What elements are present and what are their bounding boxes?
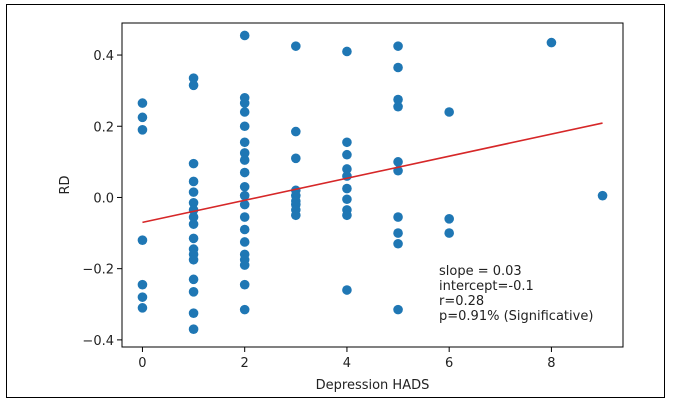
data-point <box>239 279 250 290</box>
data-point <box>137 235 148 245</box>
regression-line <box>142 122 603 224</box>
data-point <box>393 228 403 238</box>
data-point <box>137 125 148 135</box>
data-point <box>239 98 250 108</box>
data-point <box>239 155 250 165</box>
x-tick-label: 6 <box>445 356 453 371</box>
data-point <box>342 137 352 148</box>
x-tick-label: 4 <box>343 356 351 371</box>
data-point <box>291 210 301 221</box>
data-point <box>393 62 403 73</box>
y-tick-label: 0.2 <box>93 120 114 135</box>
data-point <box>137 279 148 290</box>
data-point <box>239 199 250 210</box>
data-point <box>188 176 199 187</box>
data-point <box>239 137 250 148</box>
data-point <box>444 228 454 238</box>
data-point <box>342 164 352 174</box>
data-point <box>137 112 148 123</box>
data-point <box>342 285 352 295</box>
data-point <box>239 148 250 158</box>
data-point <box>393 238 403 249</box>
data-point <box>239 107 250 117</box>
data-point <box>188 233 199 244</box>
data-point <box>188 73 199 83</box>
data-point <box>239 190 250 201</box>
stats-annotation: r=0.28 <box>439 294 484 309</box>
data-point <box>239 237 250 247</box>
data-point <box>393 212 403 222</box>
data-point <box>393 41 403 51</box>
data-point <box>444 214 454 224</box>
stats-annotation: p=0.91% (Significative) <box>439 309 593 324</box>
data-point <box>393 157 403 167</box>
y-tick-label: 0.4 <box>93 49 114 64</box>
data-point <box>291 126 301 137</box>
data-point <box>342 46 352 57</box>
data-point <box>188 219 199 229</box>
data-point <box>239 260 250 270</box>
x-tick-label: 2 <box>241 356 249 371</box>
figure-frame: 0 2 4 6 8 −0.4 −0.2 0.0 0.2 0.4 Depression HADS RD s… <box>6 4 665 398</box>
data-point <box>239 167 250 178</box>
data-point <box>393 304 403 315</box>
data-point <box>188 274 199 285</box>
data-point <box>188 212 199 222</box>
plot-area-frame <box>121 22 624 348</box>
data-point <box>239 212 250 222</box>
data-point <box>546 37 557 48</box>
data-point <box>239 224 250 235</box>
data-point <box>188 308 199 318</box>
y-tick-label: −0.2 <box>82 263 114 278</box>
data-point <box>342 183 352 194</box>
data-point <box>597 190 608 201</box>
data-point <box>342 210 352 221</box>
data-point <box>137 303 148 313</box>
data-point <box>188 158 199 169</box>
data-point <box>342 149 352 160</box>
data-point <box>188 198 199 208</box>
stats-annotation: slope = 0.03 <box>439 264 522 279</box>
data-point <box>239 121 250 132</box>
data-point <box>444 107 454 117</box>
data-point <box>393 101 403 112</box>
data-point <box>137 292 148 302</box>
y-axis-label: RD <box>58 175 73 194</box>
data-point <box>188 187 199 197</box>
data-point <box>188 287 199 297</box>
data-point <box>239 304 250 315</box>
data-point <box>239 30 250 41</box>
data-point <box>137 98 148 108</box>
x-axis-label: Depression HADS <box>316 378 430 393</box>
data-point <box>393 94 403 105</box>
data-point <box>188 80 199 91</box>
scatter-chart: 0 2 4 6 8 −0.4 −0.2 0.0 0.2 0.4 Depression HADS RD s… <box>58 22 624 393</box>
data-point <box>342 194 352 205</box>
data-point <box>188 254 199 265</box>
data-point <box>291 41 301 51</box>
data-point <box>291 153 301 164</box>
stats-annotation: intercept=-0.1 <box>439 279 534 294</box>
x-tick-label: 0 <box>138 356 146 371</box>
y-tick-label: 0.0 <box>93 191 114 206</box>
x-tick-label: 8 <box>547 356 555 371</box>
y-tick-label: −0.4 <box>82 334 114 349</box>
data-point <box>239 181 250 192</box>
data-point <box>188 324 199 334</box>
